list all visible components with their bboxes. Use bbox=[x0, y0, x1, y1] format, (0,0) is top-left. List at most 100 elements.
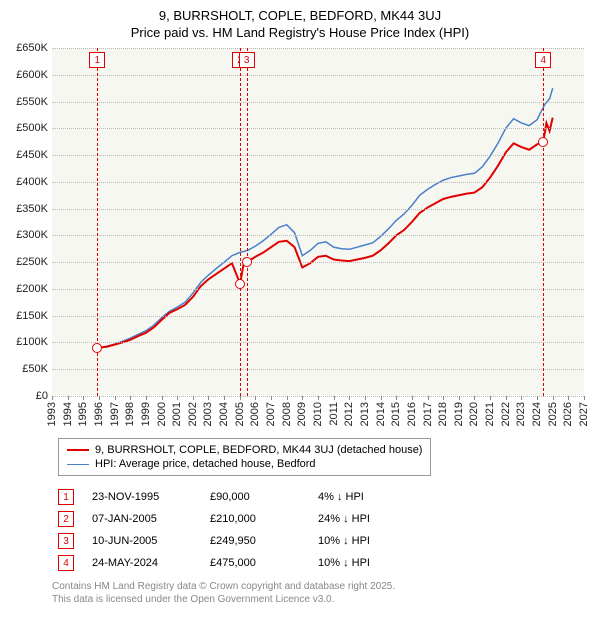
legend-label: 9, BURRSHOLT, COPLE, BEDFORD, MK44 3UJ (… bbox=[95, 444, 422, 456]
x-tick-label: 2017 bbox=[422, 402, 434, 426]
legend-item-property: 9, BURRSHOLT, COPLE, BEDFORD, MK44 3UJ (… bbox=[67, 443, 422, 457]
x-tick-label: 1995 bbox=[77, 402, 89, 426]
gridline bbox=[52, 75, 584, 76]
x-tick-label: 2014 bbox=[375, 402, 387, 426]
x-tick-label: 2023 bbox=[515, 402, 527, 426]
y-tick-label: £350K bbox=[16, 203, 48, 215]
y-tick-label: £600K bbox=[16, 69, 48, 81]
series-property bbox=[97, 118, 552, 348]
sales-diff: 10% ↓ HPI bbox=[318, 557, 408, 569]
x-tick-label: 2005 bbox=[234, 402, 246, 426]
marker-line-3 bbox=[247, 48, 248, 396]
marker-dot-2 bbox=[235, 279, 245, 289]
x-tick-label: 2008 bbox=[281, 402, 293, 426]
x-tick-label: 2001 bbox=[171, 402, 183, 426]
x-tick bbox=[521, 396, 522, 400]
x-tick-label: 2022 bbox=[500, 402, 512, 426]
sales-price: £210,000 bbox=[210, 513, 300, 525]
x-tick-label: 2006 bbox=[249, 402, 261, 426]
x-tick-label: 1994 bbox=[62, 402, 74, 426]
sales-price: £249,950 bbox=[210, 535, 300, 547]
x-tick bbox=[208, 396, 209, 400]
x-tick-label: 1999 bbox=[140, 402, 152, 426]
marker-box-3: 3 bbox=[239, 52, 255, 68]
x-tick bbox=[193, 396, 194, 400]
x-tick bbox=[584, 396, 585, 400]
legend: 9, BURRSHOLT, COPLE, BEDFORD, MK44 3UJ (… bbox=[58, 438, 431, 476]
x-tick-label: 2026 bbox=[562, 402, 574, 426]
x-tick-label: 2021 bbox=[484, 402, 496, 426]
gridline bbox=[52, 48, 584, 49]
x-tick bbox=[459, 396, 460, 400]
legend-label: HPI: Average price, detached house, Bedf… bbox=[95, 458, 316, 470]
x-tick bbox=[162, 396, 163, 400]
x-tick-label: 2027 bbox=[578, 402, 590, 426]
x-tick bbox=[428, 396, 429, 400]
x-tick bbox=[474, 396, 475, 400]
marker-box-1: 1 bbox=[89, 52, 105, 68]
x-tick bbox=[115, 396, 116, 400]
sales-price: £475,000 bbox=[210, 557, 300, 569]
y-tick-label: £550K bbox=[16, 96, 48, 108]
x-tick-label: 2011 bbox=[328, 402, 340, 426]
y-tick-label: £500K bbox=[16, 122, 48, 134]
y-tick-label: £400K bbox=[16, 176, 48, 188]
chart-title: 9, BURRSHOLT, COPLE, BEDFORD, MK44 3UJ P… bbox=[0, 0, 600, 42]
title-line-1: 9, BURRSHOLT, COPLE, BEDFORD, MK44 3UJ bbox=[0, 8, 600, 25]
x-tick bbox=[490, 396, 491, 400]
sales-date: 10-JUN-2005 bbox=[92, 535, 192, 547]
x-tick bbox=[318, 396, 319, 400]
x-tick bbox=[177, 396, 178, 400]
marker-dot-1 bbox=[92, 343, 102, 353]
gridline bbox=[52, 316, 584, 317]
sales-table: 123-NOV-1995£90,0004% ↓ HPI207-JAN-2005£… bbox=[58, 486, 408, 574]
x-tick bbox=[271, 396, 272, 400]
title-line-2: Price paid vs. HM Land Registry's House … bbox=[0, 25, 600, 42]
legend-swatch bbox=[67, 449, 89, 451]
footnote-line-2: This data is licensed under the Open Gov… bbox=[52, 593, 395, 606]
x-tick bbox=[412, 396, 413, 400]
series-hpi bbox=[97, 88, 552, 348]
y-tick-label: £150K bbox=[16, 310, 48, 322]
x-tick-label: 2018 bbox=[437, 402, 449, 426]
x-tick-label: 2025 bbox=[547, 402, 559, 426]
x-tick bbox=[99, 396, 100, 400]
x-tick bbox=[396, 396, 397, 400]
sales-diff: 10% ↓ HPI bbox=[318, 535, 408, 547]
x-tick-label: 2003 bbox=[202, 402, 214, 426]
gridline bbox=[52, 182, 584, 183]
x-tick-label: 2010 bbox=[312, 402, 324, 426]
x-tick bbox=[255, 396, 256, 400]
y-tick-label: £300K bbox=[16, 229, 48, 241]
gridline bbox=[52, 262, 584, 263]
y-tick-label: £50K bbox=[22, 363, 48, 375]
x-tick bbox=[146, 396, 147, 400]
line-chart-svg bbox=[52, 48, 584, 396]
x-tick-label: 1996 bbox=[93, 402, 105, 426]
x-tick bbox=[83, 396, 84, 400]
sales-date: 24-MAY-2024 bbox=[92, 557, 192, 569]
x-tick-label: 1997 bbox=[109, 402, 121, 426]
x-tick bbox=[130, 396, 131, 400]
x-tick-label: 2016 bbox=[406, 402, 418, 426]
footnote-line-1: Contains HM Land Registry data © Crown c… bbox=[52, 580, 395, 593]
sales-row-4: 424-MAY-2024£475,00010% ↓ HPI bbox=[58, 552, 408, 574]
x-tick-label: 2013 bbox=[359, 402, 371, 426]
y-tick-label: £200K bbox=[16, 283, 48, 295]
sales-diff: 4% ↓ HPI bbox=[318, 491, 408, 503]
x-tick bbox=[349, 396, 350, 400]
x-tick-label: 1998 bbox=[124, 402, 136, 426]
sales-diff: 24% ↓ HPI bbox=[318, 513, 408, 525]
x-tick-label: 2009 bbox=[296, 402, 308, 426]
x-tick bbox=[381, 396, 382, 400]
marker-line-2 bbox=[240, 48, 241, 396]
sales-row-1: 123-NOV-1995£90,0004% ↓ HPI bbox=[58, 486, 408, 508]
legend-item-hpi: HPI: Average price, detached house, Bedf… bbox=[67, 457, 422, 471]
gridline bbox=[52, 102, 584, 103]
x-tick bbox=[52, 396, 53, 400]
x-tick bbox=[365, 396, 366, 400]
x-tick bbox=[224, 396, 225, 400]
gridline bbox=[52, 155, 584, 156]
x-tick-label: 2024 bbox=[531, 402, 543, 426]
x-tick-label: 2012 bbox=[343, 402, 355, 426]
